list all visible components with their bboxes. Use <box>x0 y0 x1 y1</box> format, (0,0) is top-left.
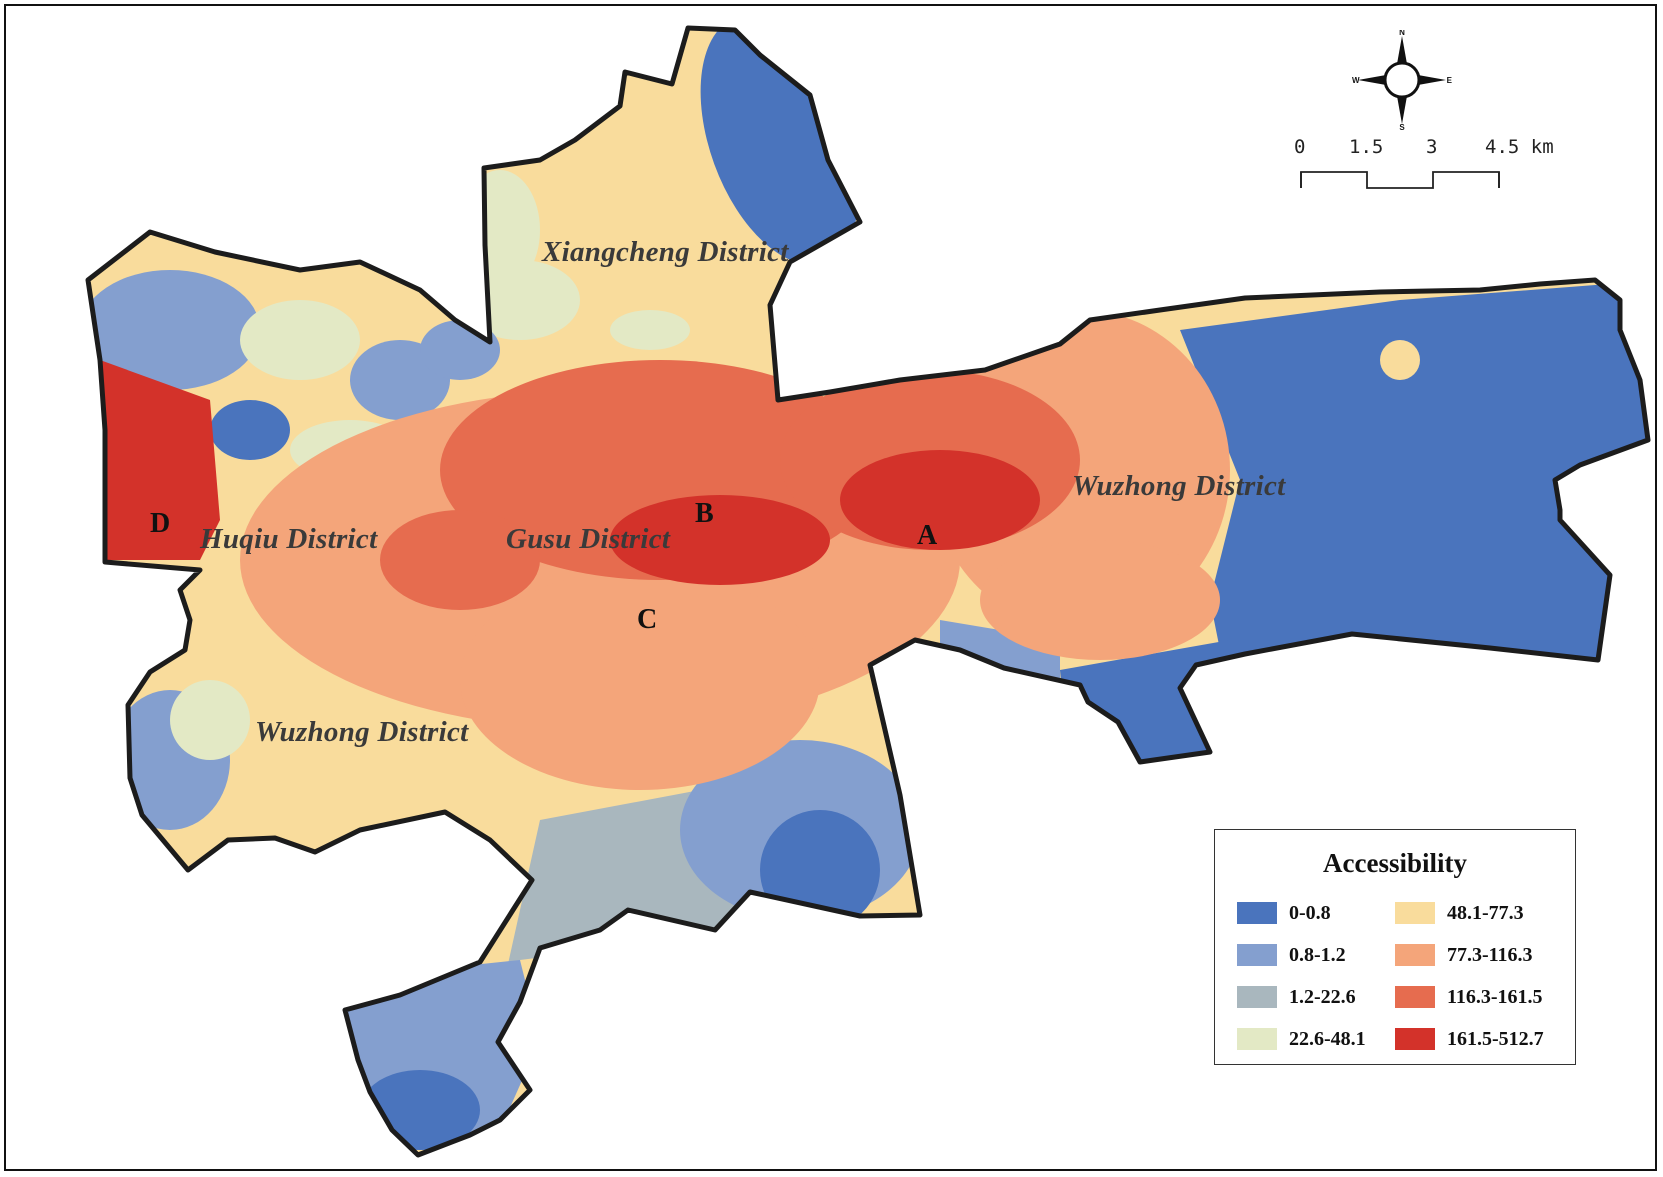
legend-label: 161.5-512.7 <box>1447 1028 1544 1050</box>
north-arrow-icon: N S W E <box>1352 30 1452 130</box>
compass-n: N <box>1399 30 1405 37</box>
district-label-wuzhong-south: Wuzhong District <box>255 716 469 748</box>
accessibility-zone <box>170 680 250 760</box>
legend-swatch <box>1237 1028 1277 1050</box>
accessibility-zone <box>1380 340 1420 380</box>
legend-label: 116.3-161.5 <box>1447 986 1543 1008</box>
compass-w: W <box>1352 76 1360 85</box>
map-legend: Accessibility 0-0.8 0.8-1.2 1.2-22.6 22.… <box>1214 829 1576 1065</box>
accessibility-zone <box>380 510 540 610</box>
accessibility-zone <box>610 495 830 585</box>
legend-swatch <box>1395 902 1435 924</box>
point-label-b: B <box>695 498 714 529</box>
legend-swatch <box>1395 944 1435 966</box>
legend-label: 0-0.8 <box>1289 902 1331 924</box>
accessibility-zone <box>980 540 1220 660</box>
legend-label: 0.8-1.2 <box>1289 944 1346 966</box>
legend-swatch <box>1237 986 1277 1008</box>
district-label-wuzhong-east: Wuzhong District <box>1072 470 1286 502</box>
accessibility-zone <box>1180 280 1648 700</box>
legend-label: 1.2-22.6 <box>1289 986 1356 1008</box>
accessibility-zone <box>240 300 360 380</box>
legend-title: Accessibility <box>1323 848 1467 878</box>
accessibility-zone <box>460 570 820 790</box>
accessibility-zone <box>460 260 580 340</box>
scale-tick-2: 3 <box>1426 136 1438 158</box>
legend-label: 22.6-48.1 <box>1289 1028 1366 1050</box>
legend-swatch <box>1395 986 1435 1008</box>
accessibility-zone <box>610 310 690 350</box>
legend-swatch <box>1237 944 1277 966</box>
city-boundary <box>85 25 1651 1158</box>
accessibility-zone <box>840 450 1040 550</box>
accessibility-zone <box>100 360 220 560</box>
district-label-huqiu: Huqiu District <box>200 523 378 555</box>
legend-label: 48.1-77.3 <box>1447 902 1524 924</box>
scale-bar: 0 1.5 3 4.5 km <box>1292 136 1562 198</box>
accessibility-zone <box>88 270 260 390</box>
compass-s: S <box>1399 123 1405 130</box>
point-label-a: A <box>917 520 938 551</box>
point-label-c: C <box>637 604 658 635</box>
accessibility-zone <box>870 340 930 380</box>
scale-tick-3: 4.5 km <box>1485 136 1554 158</box>
scale-bar-graphic <box>1300 171 1500 189</box>
legend-label: 77.3-116.3 <box>1447 944 1533 966</box>
legend-swatch <box>1395 1028 1435 1050</box>
accessibility-zone <box>210 400 290 460</box>
point-label-d: D <box>150 508 171 539</box>
legend-swatch <box>1237 902 1277 924</box>
compass-e: E <box>1447 76 1452 85</box>
scale-tick-1: 1.5 <box>1349 136 1384 158</box>
district-label-gusu: Gusu District <box>506 523 671 555</box>
scale-tick-0: 0 <box>1294 136 1306 158</box>
district-label-xiangcheng: Xiangcheng District <box>542 236 789 268</box>
accessibility-zone <box>760 810 880 930</box>
